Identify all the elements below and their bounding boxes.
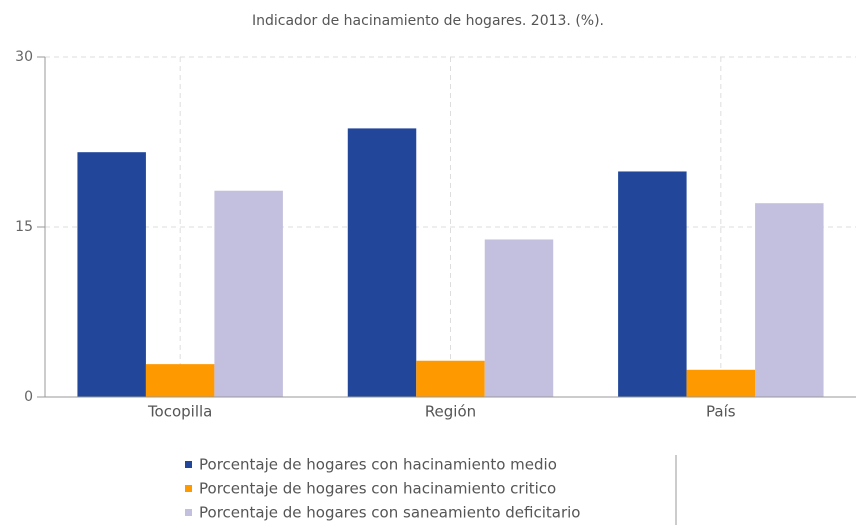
legend-label: Porcentaje de hogares con hacinamiento m… xyxy=(199,456,557,474)
y-tick-label: 15 xyxy=(15,219,33,235)
bar xyxy=(145,364,215,397)
x-tick-label: País xyxy=(706,403,736,421)
legend-swatch xyxy=(185,485,192,492)
bar xyxy=(77,152,146,397)
y-tick-label: 0 xyxy=(24,389,33,405)
bar xyxy=(416,360,485,397)
bar xyxy=(347,128,417,397)
legend-label: Porcentaje de hogares con hacinamiento c… xyxy=(199,480,556,498)
legend-swatch xyxy=(185,509,192,516)
bar xyxy=(484,239,554,397)
x-tick-label: Región xyxy=(425,403,476,421)
bar xyxy=(214,190,283,397)
bar xyxy=(755,203,824,397)
bar xyxy=(618,171,687,397)
legend-swatch xyxy=(185,461,192,468)
y-tick-label: 30 xyxy=(15,49,33,65)
legend-label: Porcentaje de hogares con saneamiento de… xyxy=(199,504,580,522)
chart-title: Indicador de hacinamiento de hogares. 20… xyxy=(252,13,604,29)
x-tick-label: Tocopilla xyxy=(147,403,212,421)
bar xyxy=(686,369,756,397)
